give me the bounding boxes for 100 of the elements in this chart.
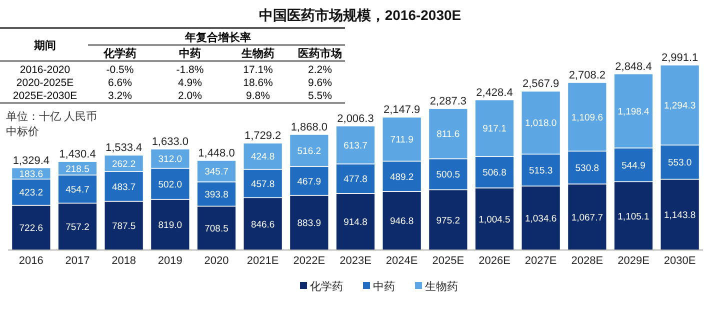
data-label: 489.2 [390, 172, 414, 183]
total-label: 1,448.0 [198, 147, 235, 160]
legend-label: 生物药 [425, 280, 458, 293]
data-label: 722.6 [19, 223, 44, 234]
text: 2.0% [178, 90, 202, 102]
x-tick-label: 2020 [204, 255, 229, 267]
text: 年复合增长率 [184, 31, 251, 44]
x-tick-label: 2028E [571, 255, 604, 267]
x-tick-label: 2023E [340, 255, 372, 267]
data-label: 613.7 [344, 140, 368, 152]
total-label: 1,729.2 [244, 130, 282, 142]
text: 18.6% [243, 77, 273, 89]
text: 17.1% [243, 64, 273, 76]
category-label: 医药市场 [298, 47, 342, 60]
x-tick-label: 2025E [432, 255, 464, 267]
text: 9.8% [246, 90, 270, 102]
category-label: 化学药 [102, 47, 136, 60]
data-label: 819.0 [158, 220, 182, 232]
data-label: 515.3 [528, 166, 553, 177]
data-label: 345.7 [204, 166, 228, 178]
total-label: 2,428.4 [476, 86, 513, 99]
data-label: 1,004.5 [478, 214, 510, 226]
text: -1.8% [176, 64, 204, 76]
data-label: 183.6 [19, 168, 44, 180]
text: 5.5% [308, 90, 332, 102]
data-label: 757.2 [66, 222, 90, 234]
x-tick-label: 2029E [618, 255, 650, 267]
text: 9.6% [308, 77, 332, 89]
data-label: 1,105.1 [618, 211, 650, 222]
x-tick-label: 2022E [293, 255, 326, 267]
data-label: 975.2 [436, 215, 460, 226]
data-label: 454.7 [66, 184, 90, 196]
category-label: 中药 [179, 47, 201, 60]
total-label: 2,287.3 [430, 96, 467, 108]
text: 6.6% [108, 77, 132, 89]
data-label: 218.5 [66, 164, 90, 175]
text: 期间 [33, 39, 56, 52]
data-label: 1,067.7 [571, 212, 604, 224]
x-tick-label: 2016 [18, 255, 44, 267]
data-label: 544.9 [622, 160, 646, 172]
text: 2.2% [308, 64, 332, 76]
data-label: 530.8 [575, 163, 600, 174]
data-label: 1,109.6 [571, 112, 604, 124]
total-label: 2,006.3 [337, 112, 374, 125]
x-tick-label: 2026E [478, 255, 510, 267]
data-label: 946.8 [390, 216, 414, 228]
data-label: 1,018.0 [524, 118, 557, 130]
data-label: 914.8 [344, 217, 368, 228]
data-label: 262.2 [112, 158, 136, 170]
data-label: 500.5 [436, 170, 460, 181]
data-label: 811.6 [436, 129, 460, 140]
text: -0.5% [106, 64, 134, 76]
total-label: 2,708.2 [568, 70, 606, 82]
x-tick-label: 2018 [112, 255, 136, 267]
data-label: 516.2 [297, 146, 322, 157]
annotation: 中标价 [6, 125, 39, 138]
data-label: 1,143.8 [664, 210, 696, 222]
data-label: 1,034.6 [524, 214, 557, 225]
x-tick-label: 2030E [664, 255, 696, 267]
data-label: 312.0 [158, 154, 182, 166]
text: 4.9% [178, 77, 202, 89]
data-label: 477.8 [344, 174, 368, 186]
data-label: 393.8 [204, 190, 228, 200]
x-tick-label: 2017 [65, 255, 90, 267]
total-label: 1,868.0 [290, 121, 328, 134]
data-label: 423.2 [19, 188, 44, 199]
total-label: 2,567.9 [522, 78, 560, 90]
total-label: 2,147.9 [383, 104, 420, 116]
total-label: 1,430.4 [59, 148, 96, 161]
data-label: 708.5 [204, 224, 228, 235]
x-tick-label: 2027E [524, 255, 557, 267]
data-label: 917.1 [482, 124, 506, 135]
total-label: 2,991.1 [661, 52, 698, 64]
text: 3.2% [108, 90, 132, 102]
data-label: 1,198.4 [618, 106, 650, 118]
annotation: 单位：十亿 人民币 [6, 110, 98, 123]
total-label: 1,329.4 [12, 154, 50, 167]
chart-title: 中国医药市场规模，2016-2030E [258, 7, 462, 23]
total-label: 1,633.0 [152, 136, 189, 148]
x-tick-label: 2019 [158, 255, 182, 267]
data-label: 553.0 [668, 158, 692, 169]
data-label: 711.9 [390, 134, 414, 146]
category-label: 2020-2025E [16, 77, 74, 89]
legend-label: 化学药 [310, 280, 343, 293]
total-label: 1,533.4 [105, 142, 142, 154]
data-label: 457.8 [250, 178, 275, 190]
total-label: 2,848.4 [615, 60, 652, 73]
data-label: 506.8 [482, 168, 506, 179]
data-label: 1,294.3 [664, 100, 696, 112]
category-label: 2025E-2030E [12, 90, 78, 102]
legend-label: 中药 [373, 280, 395, 293]
data-label: 502.0 [158, 179, 182, 190]
data-label: 787.5 [112, 221, 136, 232]
category-label: 2016-2020 [20, 64, 70, 76]
x-tick-label: 2024E [386, 255, 418, 267]
data-label: 883.9 [297, 218, 322, 230]
x-tick-label: 2021E [246, 255, 279, 267]
data-label: 483.7 [112, 182, 136, 193]
data-label: 424.8 [250, 152, 275, 163]
data-label: 467.9 [297, 176, 322, 188]
